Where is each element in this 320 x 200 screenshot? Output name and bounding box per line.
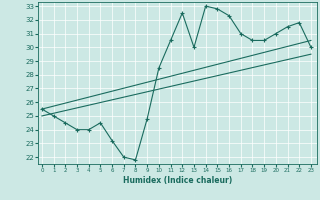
X-axis label: Humidex (Indice chaleur): Humidex (Indice chaleur)	[123, 176, 232, 185]
